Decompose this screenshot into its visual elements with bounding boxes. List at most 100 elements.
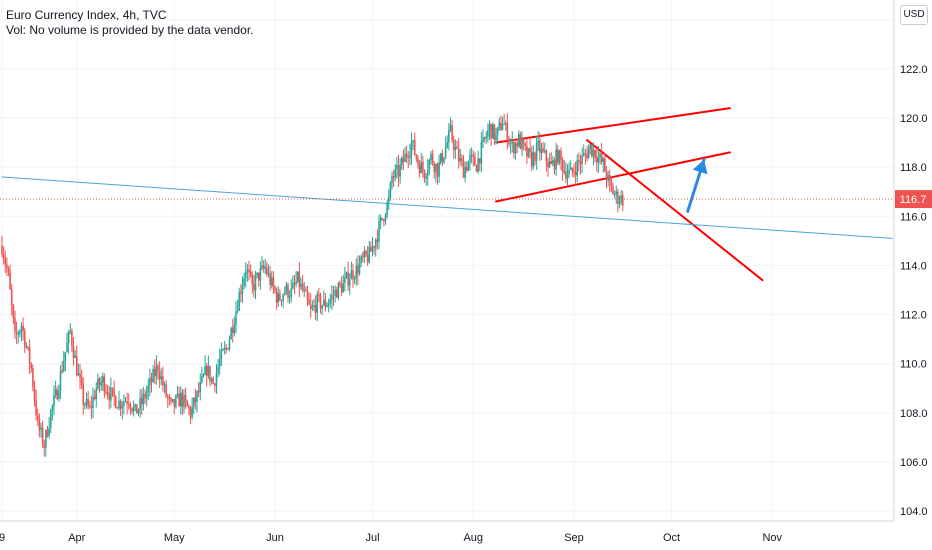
- candle-body: [171, 399, 174, 402]
- candle-body: [103, 376, 106, 393]
- candle-body: [223, 348, 226, 350]
- candle-body: [488, 123, 491, 131]
- candle-body: [314, 304, 317, 313]
- candle-body: [309, 304, 312, 309]
- last-price-label: 116.7: [900, 194, 927, 206]
- candle-body: [441, 153, 444, 163]
- candle-body: [17, 333, 20, 335]
- candle-body: [196, 391, 198, 403]
- candle-body: [254, 275, 257, 291]
- candle-body: [287, 284, 289, 298]
- candle-body: [478, 158, 481, 164]
- candle-body: [207, 365, 210, 376]
- candle-body: [620, 195, 622, 202]
- candle-body: [569, 167, 572, 170]
- candle-body: [568, 169, 570, 175]
- candle-body: [491, 124, 494, 139]
- candle-body: [139, 398, 141, 410]
- candle-body: [391, 176, 393, 183]
- candle-body: [293, 283, 296, 285]
- y-tick-label: 118.0: [900, 162, 927, 174]
- candle-body: [150, 377, 153, 382]
- candle-body: [397, 165, 400, 177]
- candle-body: [303, 289, 306, 291]
- candle-body: [534, 152, 536, 161]
- candle-body: [363, 250, 366, 258]
- candle-body: [22, 325, 24, 331]
- candle-body: [446, 142, 449, 148]
- candle-body: [14, 318, 16, 332]
- candle-body: [324, 299, 327, 307]
- candle-body: [621, 195, 624, 206]
- candle-body: [186, 400, 189, 407]
- candle-body: [248, 269, 250, 273]
- candle-body: [578, 159, 580, 163]
- candle-body: [178, 393, 180, 407]
- candle-body: [558, 150, 561, 163]
- candle-body: [368, 247, 371, 263]
- candle-body: [266, 267, 268, 275]
- candle-body: [313, 304, 315, 307]
- candle-body: [337, 282, 340, 298]
- candle-body: [404, 153, 406, 162]
- candle-body: [595, 158, 598, 163]
- candle-body: [261, 265, 263, 269]
- candle-body: [264, 267, 267, 269]
- candle-body: [280, 299, 283, 301]
- candle-body: [236, 310, 239, 312]
- candle-body: [565, 171, 567, 179]
- candle-body: [233, 324, 236, 333]
- candle-body: [467, 161, 470, 171]
- candle-body: [54, 389, 57, 396]
- candle-body: [267, 272, 270, 275]
- candle-body: [292, 283, 294, 289]
- candle-body: [613, 194, 616, 196]
- candle-body: [543, 150, 546, 152]
- candle-body: [131, 408, 133, 412]
- candle-body: [355, 265, 358, 279]
- x-tick-label: Sep: [564, 532, 584, 544]
- candle-body: [374, 239, 377, 248]
- candle-body: [412, 140, 414, 142]
- candle-body: [423, 170, 426, 179]
- candle-body: [82, 384, 85, 405]
- candlestick-series: [1, 113, 624, 457]
- candle-body: [163, 384, 166, 386]
- candle-body: [332, 295, 335, 297]
- candle-body: [173, 399, 176, 407]
- candle-body: [257, 272, 260, 281]
- candle-body: [176, 393, 179, 397]
- candle-body: [465, 166, 468, 171]
- candle-body: [106, 392, 109, 395]
- candle-body: [282, 294, 284, 301]
- candle-body: [410, 141, 413, 155]
- candle-body: [500, 122, 502, 130]
- candle-body: [420, 161, 423, 174]
- candle-body: [461, 158, 463, 162]
- candle-body: [87, 398, 89, 406]
- x-tick-label: Apr: [68, 532, 85, 544]
- candle-body: [144, 394, 146, 399]
- candle-body: [127, 403, 130, 405]
- candle-body: [119, 401, 122, 409]
- candle-body: [439, 153, 442, 163]
- candle-body: [288, 297, 291, 299]
- candle-body: [240, 292, 242, 294]
- candle-body: [482, 137, 484, 142]
- candle-body: [188, 406, 190, 409]
- candle-body: [108, 394, 111, 401]
- candle-body: [15, 331, 18, 335]
- candle-body: [409, 154, 411, 158]
- candle-body: [194, 397, 197, 403]
- candle-body: [311, 306, 314, 309]
- candle-body: [519, 134, 522, 149]
- candle-body: [452, 140, 455, 150]
- candle-body: [71, 330, 73, 346]
- candle-body: [574, 172, 577, 176]
- candle-body: [45, 430, 47, 448]
- candle-body: [204, 365, 206, 375]
- currency-button[interactable]: USD: [900, 5, 928, 25]
- candle-body: [422, 161, 424, 171]
